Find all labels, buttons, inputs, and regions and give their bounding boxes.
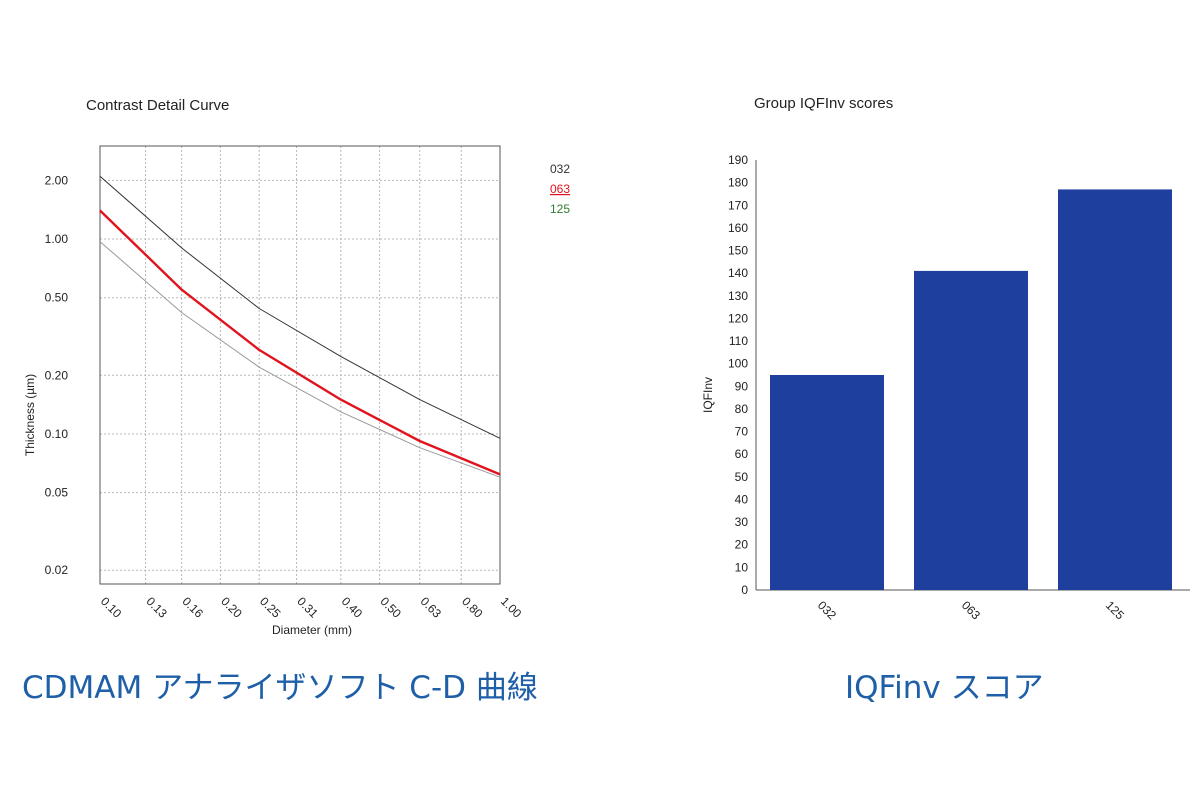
bar-y-tick-9: 90 — [735, 379, 749, 393]
bar-032 — [770, 375, 884, 590]
bar-063 — [914, 270, 1028, 590]
cd-series-line-125 — [99, 241, 501, 478]
cd-x-tick-1: 0.13 — [143, 594, 170, 621]
bar-x-ticks: 032 063 125 — [815, 598, 1127, 622]
bar-y-tick-8: 80 — [735, 402, 749, 416]
bar-x-tick-125: 125 — [1103, 598, 1127, 622]
bar-y-tick-15: 150 — [728, 244, 748, 258]
cd-y-axis-label: Thickness (µm) — [23, 374, 37, 456]
bar-y-tick-2: 20 — [735, 538, 749, 552]
cd-x-tick-10: 1.00 — [498, 594, 525, 621]
bar-y-tick-6: 60 — [735, 447, 749, 461]
bar-y-tick-19: 190 — [728, 153, 748, 167]
bar-y-tick-16: 160 — [728, 221, 748, 235]
bar-125 — [1058, 189, 1172, 590]
cd-grid — [99, 146, 501, 584]
bar-y-tick-4: 40 — [735, 492, 749, 506]
cd-chart-title: Contrast Detail Curve — [86, 97, 229, 114]
cd-x-ticks: 0.10 0.13 0.16 0.20 0.25 0.31 0.40 0.50 0.63 0.80… — [98, 594, 525, 621]
cd-x-tick-2: 0.16 — [180, 594, 207, 621]
cd-x-tick-8: 0.63 — [418, 594, 445, 621]
bar-y-tick-17: 170 — [728, 198, 748, 212]
cd-legend-032: 032 — [550, 162, 570, 176]
iqf-panel: Group IQFInv scores 0 10 20 30 40 50 60 70 80 90 1… — [600, 0, 1200, 800]
cd-x-tick-5: 0.31 — [294, 594, 321, 621]
bar-series — [770, 189, 1172, 590]
cd-x-tick-6: 0.40 — [339, 594, 366, 621]
cd-y-tick-5: 1.00 — [45, 232, 69, 246]
bar-y-tick-0: 0 — [741, 583, 748, 597]
bar-y-tick-5: 50 — [735, 470, 749, 484]
caption-iqf-score: IQFinv スコア — [845, 670, 1044, 706]
cd-x-tick-4: 0.25 — [257, 594, 284, 621]
bar-y-tick-14: 140 — [728, 266, 748, 280]
cd-legend: 032 063 125 — [550, 162, 570, 216]
cd-y-tick-4: 0.50 — [45, 291, 69, 305]
bar-y-axis-label: IQFInv — [701, 377, 715, 413]
cd-plot-frame — [99, 145, 501, 585]
cd-x-axis-label: Diameter (mm) — [272, 623, 352, 637]
cd-series-lines — [99, 175, 501, 478]
cd-x-tick-9: 0.80 — [459, 594, 486, 621]
cd-y-tick-0: 0.02 — [45, 563, 69, 577]
cd-series-line-032 — [99, 175, 501, 439]
bar-y-ticks: 0 10 20 30 40 50 60 70 80 90 100 110 120 130 140 150 160… — [728, 153, 748, 597]
cd-x-tick-3: 0.20 — [218, 594, 245, 621]
cd-series-line-063 — [99, 209, 501, 476]
iqf-bar-chart: Group IQFInv scores 0 10 20 30 40 50 60 70 80 90 1… — [701, 95, 1190, 623]
bar-y-tick-1: 10 — [735, 560, 749, 574]
bar-chart-title: Group IQFInv scores — [754, 95, 893, 112]
cd-legend-125: 125 — [550, 202, 570, 216]
contrast-detail-chart: Contrast Detail Curve 0.020.050.100.200.… — [23, 97, 570, 637]
bar-y-tick-18: 180 — [728, 176, 748, 190]
cd-y-tick-3: 0.20 — [45, 368, 69, 382]
cd-legend-063: 063 — [550, 182, 570, 196]
bar-y-tick-10: 100 — [728, 357, 748, 371]
contrast-detail-panel: Contrast Detail Curve 0.02 0.05 0.10 0.20 0.… — [22, 97, 570, 706]
caption-cd-curve: CDMAM アナライザソフト C-D 曲線 — [22, 670, 538, 706]
cd-y-ticks: 0.02 0.05 0.10 0.20 0.50 1.00 2.00 — [45, 173, 69, 577]
cd-x-tick-7: 0.50 — [377, 594, 404, 621]
bar-y-tick-11: 110 — [729, 334, 748, 348]
bar-x-tick-032: 032 — [815, 598, 839, 622]
bar-y-tick-7: 70 — [735, 425, 749, 439]
bar-y-tick-12: 120 — [728, 311, 748, 325]
cd-y-tick-1: 0.05 — [45, 486, 69, 500]
bar-y-tick-13: 130 — [728, 289, 748, 303]
bar-y-tick-3: 30 — [735, 515, 749, 529]
bar-x-tick-063: 063 — [959, 598, 983, 622]
cd-y-tick-6: 2.00 — [45, 173, 69, 187]
cd-y-tick-2: 0.10 — [45, 427, 69, 441]
cd-x-tick-0: 0.10 — [98, 594, 125, 621]
